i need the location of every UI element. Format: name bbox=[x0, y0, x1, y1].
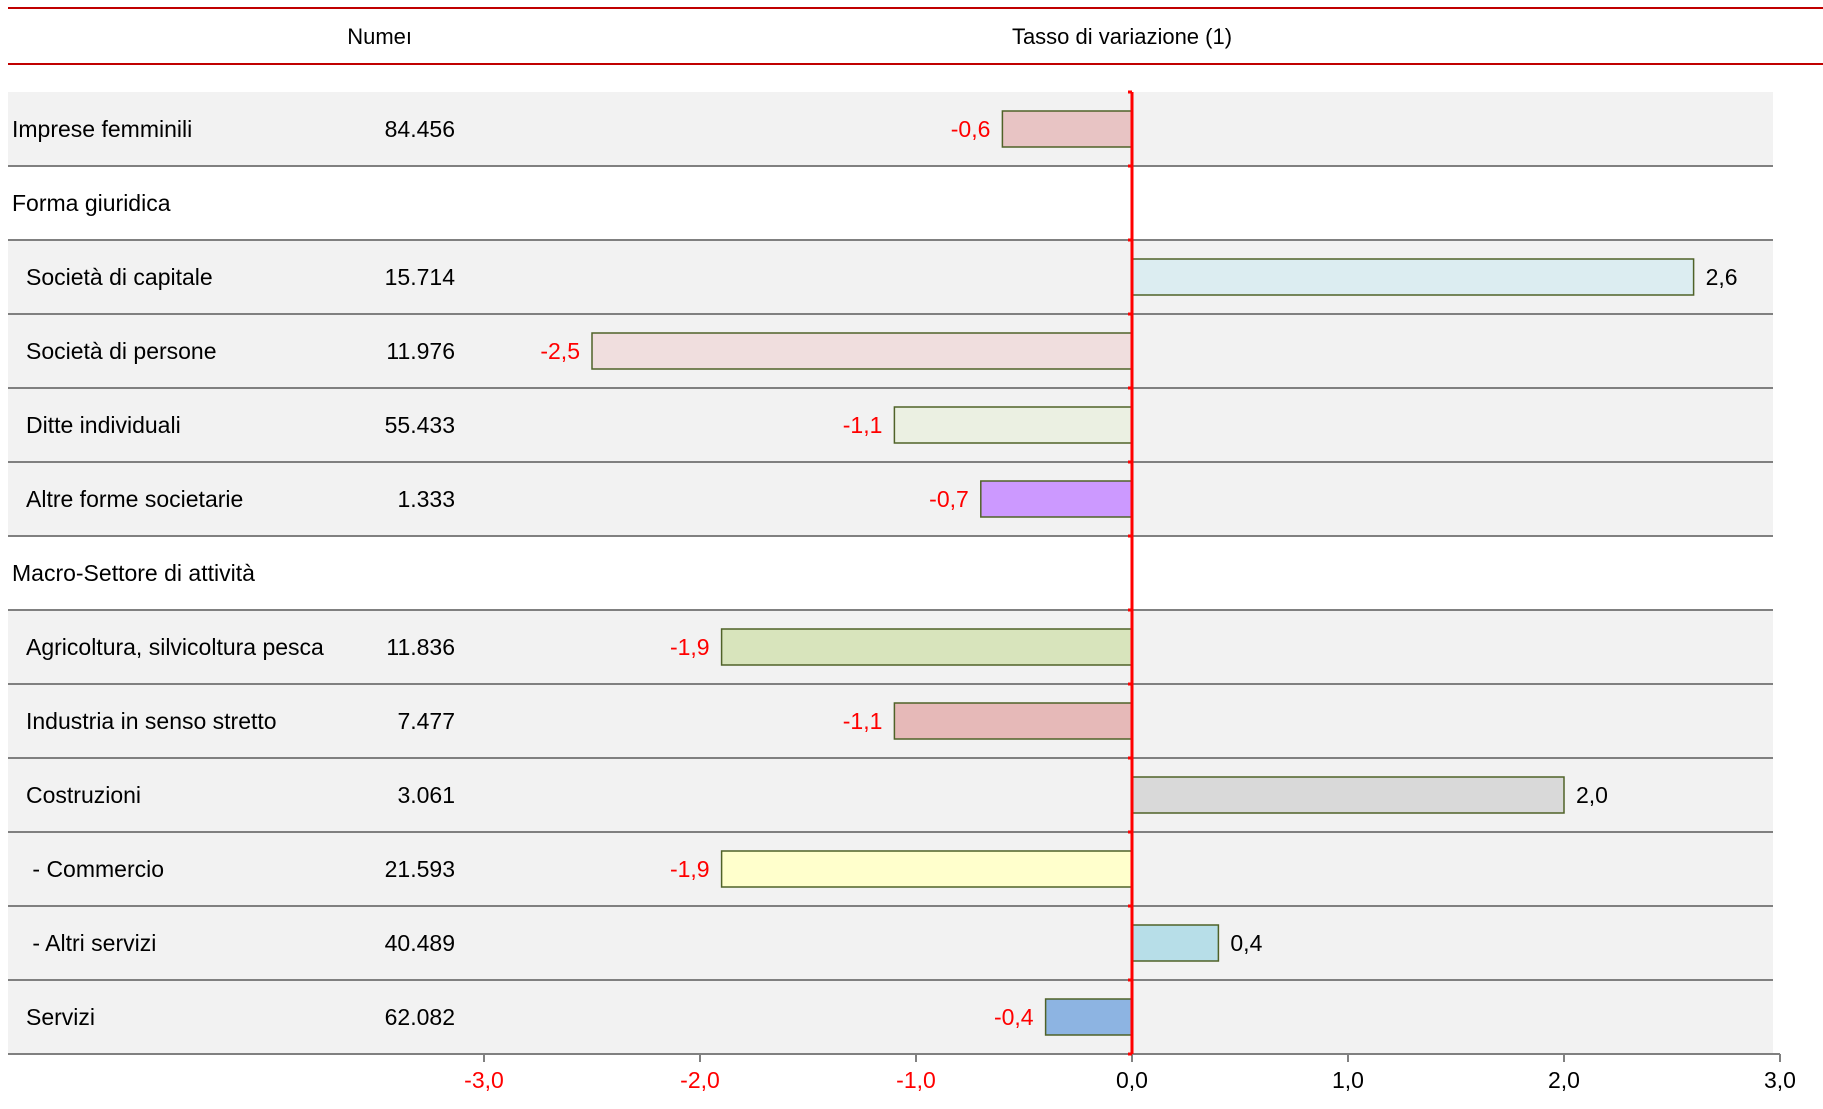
row-label: Società di capitale bbox=[26, 264, 213, 290]
row-band bbox=[8, 388, 1773, 462]
x-tick-label: 2,0 bbox=[1548, 1067, 1580, 1093]
bar bbox=[980, 480, 1133, 518]
row-label: Industria in senso stretto bbox=[26, 708, 277, 734]
bars bbox=[591, 110, 1695, 1036]
row-number: 55.433 bbox=[385, 412, 455, 438]
row-number: 11.976 bbox=[386, 338, 455, 364]
value-label: -1,1 bbox=[843, 708, 883, 734]
x-tick-label: -3,0 bbox=[464, 1067, 504, 1093]
value-label: -0,7 bbox=[929, 486, 969, 512]
row-number: 62.082 bbox=[385, 1004, 455, 1030]
bar bbox=[1044, 998, 1133, 1036]
x-axis: -3,0 -2,0 -1,0 0,0 1,0 2,0 3,0 bbox=[464, 1053, 1796, 1093]
row-number: 84.456 bbox=[385, 116, 455, 142]
row-separators bbox=[8, 165, 1773, 1055]
value-label: 0,4 bbox=[1230, 930, 1262, 956]
row-label: Imprese femminili bbox=[12, 116, 192, 142]
bar bbox=[1131, 258, 1695, 296]
zero-axis bbox=[1128, 90, 1134, 1056]
row-number: 11.836 bbox=[386, 634, 455, 660]
row-band bbox=[8, 462, 1773, 536]
x-tick-label: 1,0 bbox=[1332, 1067, 1364, 1093]
row-band bbox=[8, 684, 1773, 758]
row-label: Agricoltura, silvicoltura pesca bbox=[26, 634, 324, 660]
value-label: -2,5 bbox=[540, 338, 580, 364]
row-label: Ditte individuali bbox=[26, 412, 181, 438]
row-label: Servizi bbox=[26, 1004, 95, 1030]
row-labels: Imprese femminili Forma giuridica Società … bbox=[12, 116, 324, 1030]
row-label: - Altri servizi bbox=[26, 930, 156, 956]
row-bands bbox=[8, 92, 1773, 1054]
x-tick-label: 0,0 bbox=[1116, 1067, 1148, 1093]
row-number: 3.061 bbox=[397, 782, 455, 808]
x-tick-label: -1,0 bbox=[896, 1067, 936, 1093]
value-label: 2,6 bbox=[1706, 264, 1738, 290]
value-label: -1,1 bbox=[843, 412, 883, 438]
row-label: Altre forme societarie bbox=[26, 486, 243, 512]
row-numbers: 84.456 15.714 11.976 55.433 1.333 11.836 7.477… bbox=[385, 116, 456, 1030]
bar bbox=[893, 702, 1133, 740]
row-band bbox=[8, 906, 1773, 980]
row-number: 7.477 bbox=[397, 708, 455, 734]
bar bbox=[591, 332, 1133, 370]
number-column-header: Numeı bbox=[347, 24, 412, 49]
bar bbox=[720, 850, 1133, 888]
change-column-header: Tasso di variazione (1) bbox=[1012, 24, 1232, 49]
row-label: Società di persone bbox=[26, 338, 217, 364]
row-number: 1.333 bbox=[397, 486, 455, 512]
row-band bbox=[8, 92, 1773, 166]
x-tick-label: 3,0 bbox=[1764, 1067, 1796, 1093]
bar bbox=[720, 628, 1133, 666]
row-label: Costruzioni bbox=[26, 782, 141, 808]
value-label: -1,9 bbox=[670, 856, 710, 882]
value-label: -0,6 bbox=[951, 116, 991, 142]
value-label: -0,4 bbox=[994, 1004, 1034, 1030]
section-label: Macro-Settore di attività bbox=[12, 560, 255, 586]
bar bbox=[1131, 924, 1220, 962]
bar bbox=[893, 406, 1133, 444]
row-band bbox=[8, 980, 1773, 1054]
row-number: 15.714 bbox=[385, 264, 456, 290]
value-label: 2,0 bbox=[1576, 782, 1608, 808]
bar bbox=[1001, 110, 1133, 148]
bar bbox=[1131, 776, 1565, 814]
row-number: 21.593 bbox=[385, 856, 455, 882]
row-number: 40.489 bbox=[385, 930, 455, 956]
section-label: Forma giuridica bbox=[12, 190, 171, 216]
value-label: -1,9 bbox=[670, 634, 710, 660]
value-labels: -0,6 2,6 -2,5 -1,1 -0,7 -1,9 -1,1 2,0 -1,9 0,4 -0,… bbox=[540, 116, 1737, 1030]
row-label: - Commercio bbox=[26, 856, 164, 882]
x-tick-label: -2,0 bbox=[680, 1067, 720, 1093]
